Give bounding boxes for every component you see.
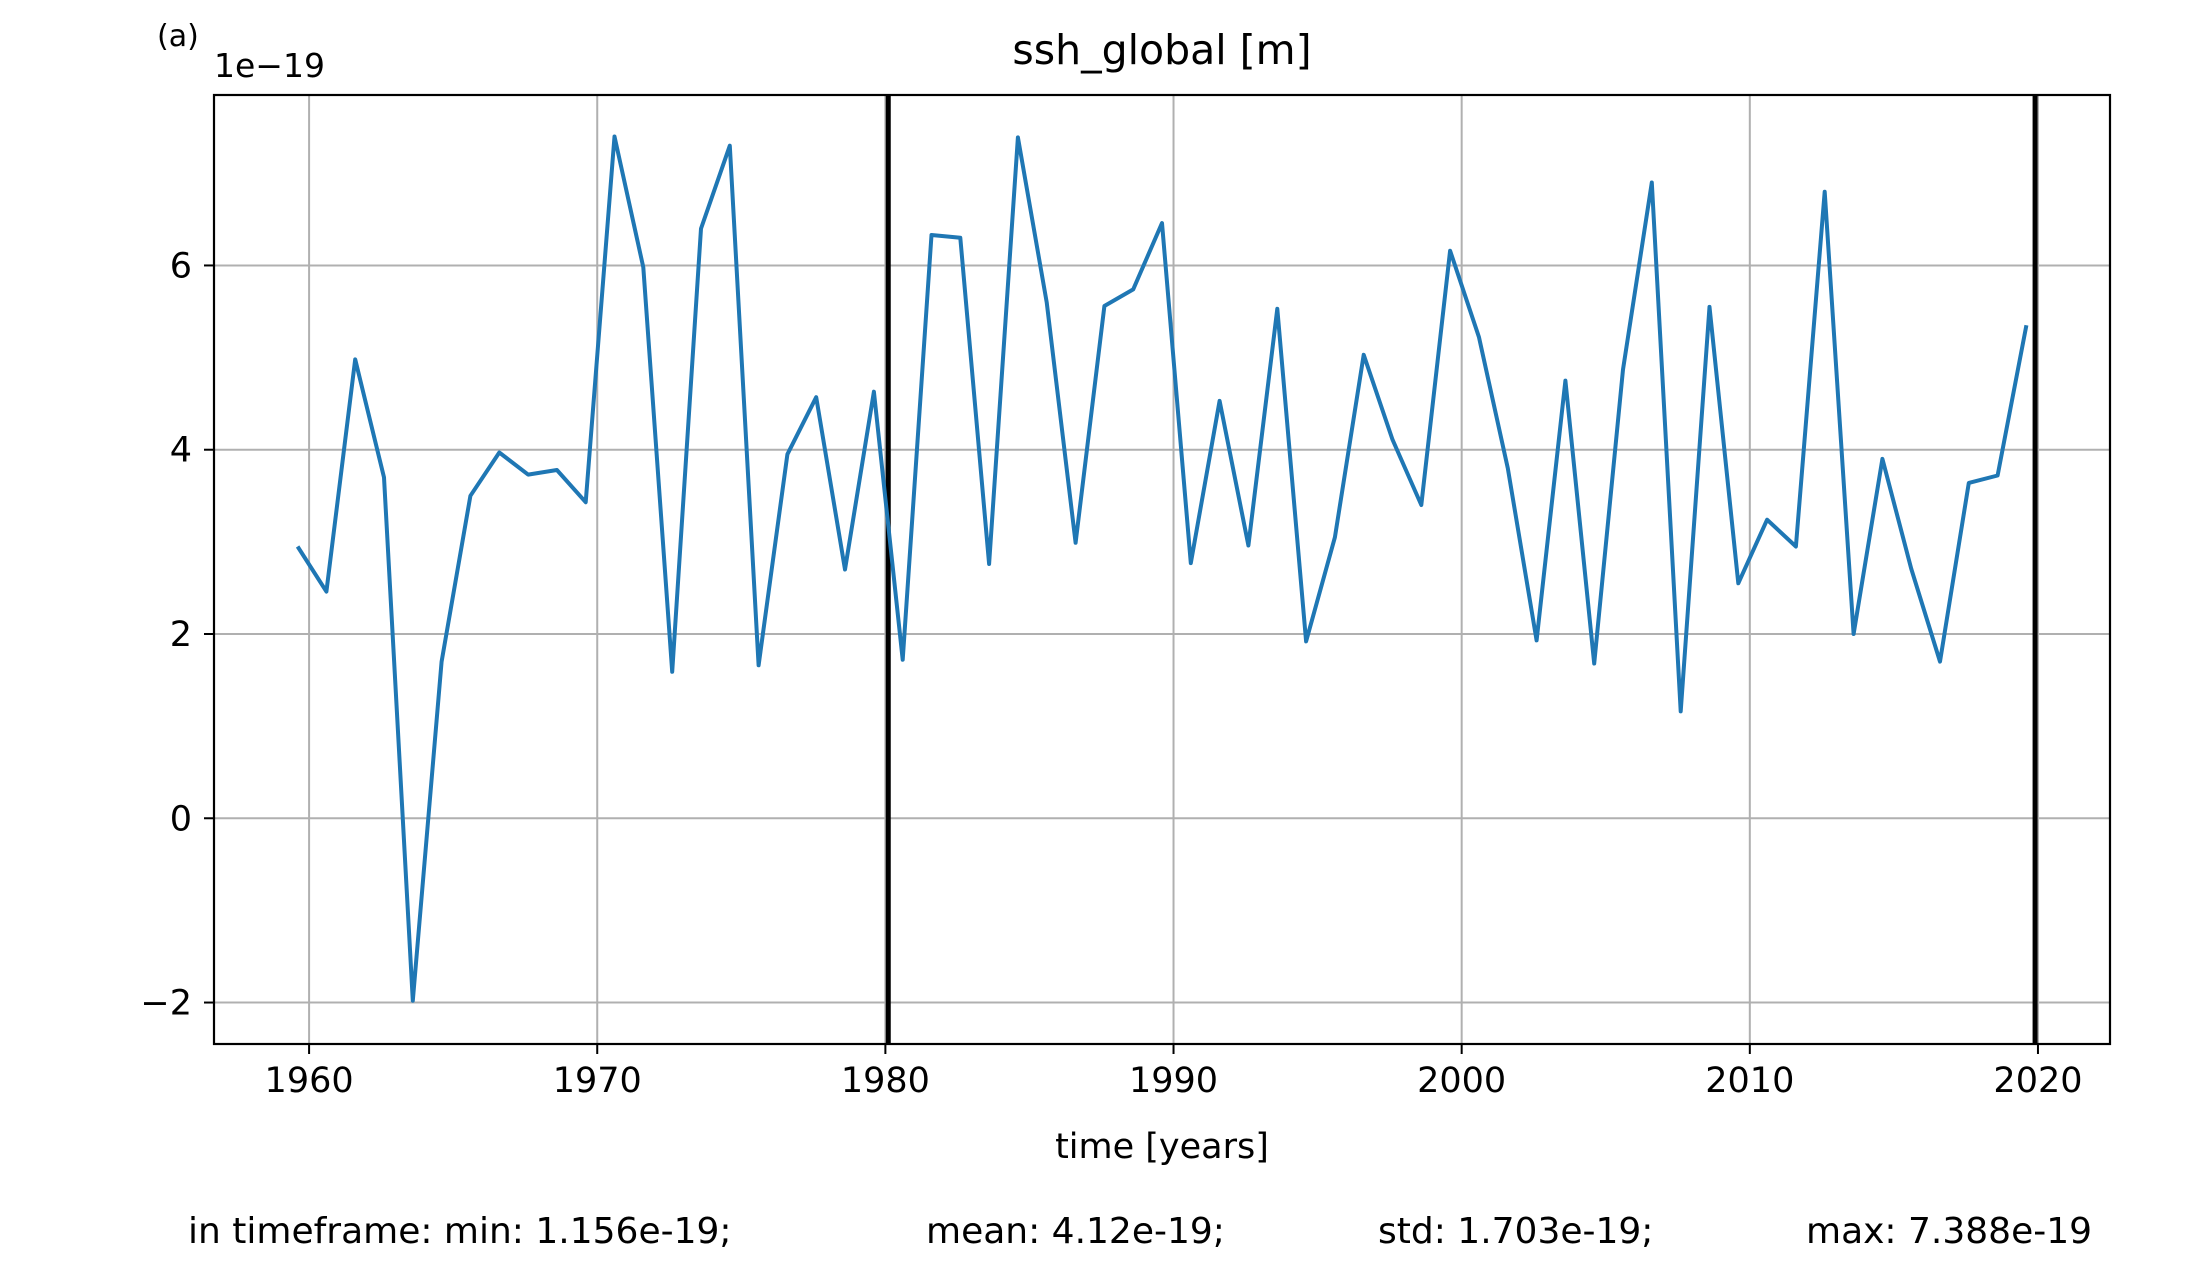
stat-max: max: 7.388e-19 bbox=[1806, 1211, 2092, 1252]
stat-min: in timeframe: min: 1.156e-19; bbox=[188, 1211, 732, 1252]
x-axis-label: time [years] bbox=[1055, 1127, 1269, 1167]
panel-label: (a) bbox=[157, 19, 199, 54]
stat-mean: mean: 4.12e-19; bbox=[926, 1211, 1225, 1252]
y-axis-ticks: −2 0 2 4 6 bbox=[140, 246, 214, 1024]
y-tick-label: 2 bbox=[170, 615, 192, 655]
x-tick-label: 2020 bbox=[1993, 1061, 2082, 1101]
y-tick-label: 4 bbox=[170, 431, 192, 471]
y-tick-label: −2 bbox=[140, 984, 192, 1024]
grid-lines bbox=[214, 95, 2110, 1044]
x-tick-label: 2000 bbox=[1417, 1061, 1506, 1101]
vertical-markers bbox=[885, 95, 2038, 1044]
x-tick-label: 2010 bbox=[1705, 1061, 1794, 1101]
y-tick-label: 0 bbox=[170, 799, 192, 839]
chart-title: ssh_global [m] bbox=[1012, 26, 1311, 74]
stat-std: std: 1.703e-19; bbox=[1378, 1211, 1653, 1252]
x-axis-ticks: 1960 1970 1980 1990 2000 2010 2020 bbox=[265, 1044, 2083, 1101]
x-tick-label: 1970 bbox=[553, 1061, 642, 1101]
x-tick-label: 1980 bbox=[841, 1061, 930, 1101]
plot-frame bbox=[212, 93, 2112, 1046]
x-tick-label: 1990 bbox=[1129, 1061, 1218, 1101]
y-tick-label: 6 bbox=[170, 246, 192, 286]
series-line bbox=[295, 134, 2029, 1003]
offset-text: 1e−19 bbox=[214, 46, 325, 85]
x-tick-label: 1960 bbox=[265, 1061, 354, 1101]
